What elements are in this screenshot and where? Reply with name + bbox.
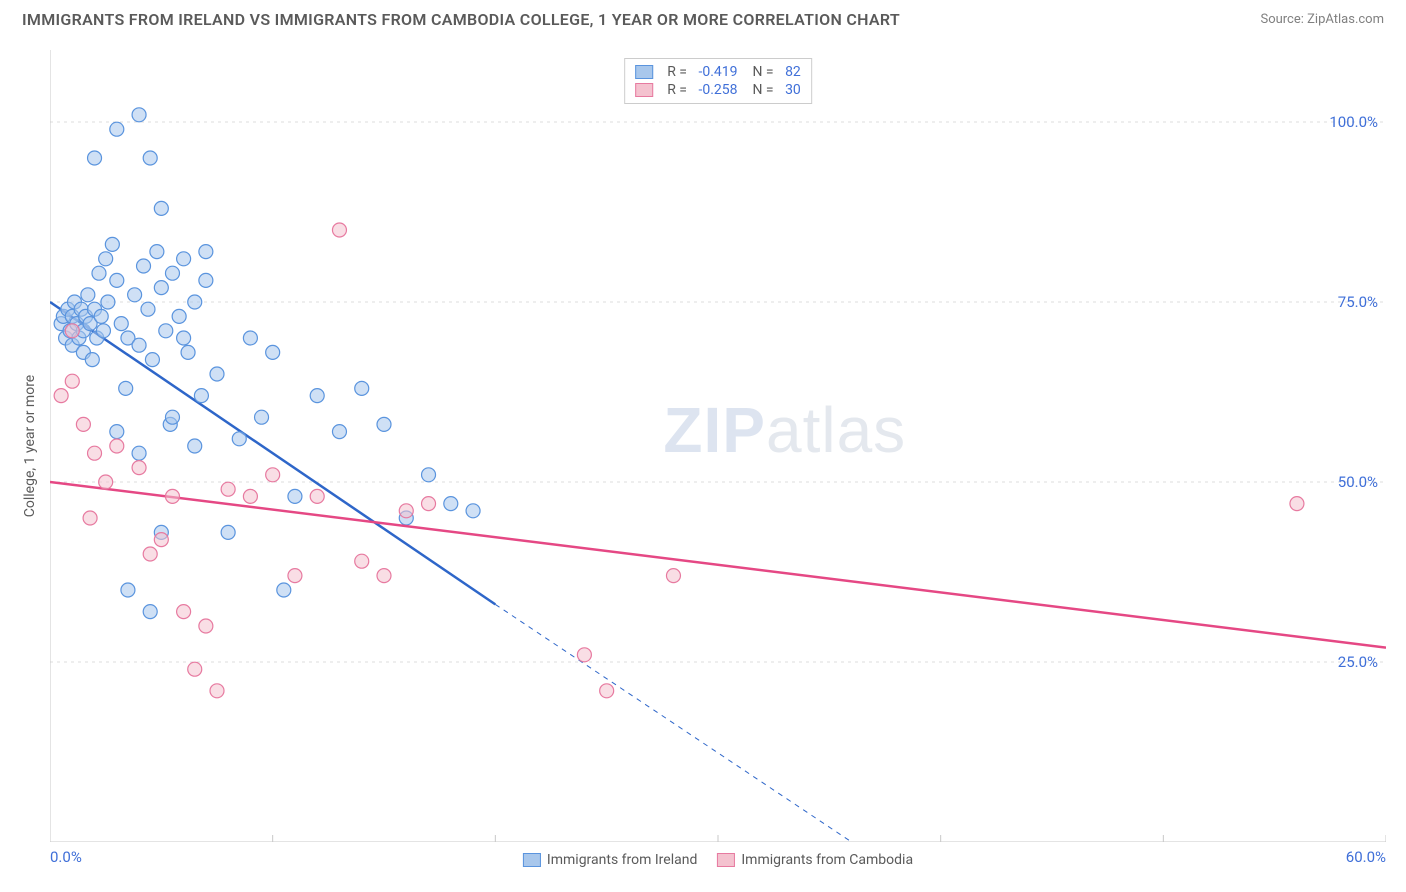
- y-tick-label: 50.0%: [1338, 473, 1378, 491]
- legend-r-label: R =: [667, 64, 690, 80]
- x-tick-label: 60.0%: [1346, 848, 1386, 866]
- chart-header: IMMIGRANTS FROM IRELAND VS IMMIGRANTS FR…: [0, 0, 1406, 34]
- y-tick-label: 100.0%: [1329, 113, 1378, 131]
- legend-n-value: 30: [785, 82, 801, 98]
- legend-swatch: [717, 853, 735, 867]
- legend-n-label: N =: [746, 64, 778, 80]
- correlation-legend: R = -0.419 N = 82R = -0.258 N = 30: [624, 58, 812, 104]
- legend-swatch: [523, 853, 541, 867]
- correlation-legend-row: R = -0.419 N = 82: [635, 63, 801, 81]
- series-legend: Immigrants from Ireland Immigrants from C…: [523, 852, 913, 868]
- series-legend-label: Immigrants from Ireland: [547, 852, 697, 868]
- series-legend-item: Immigrants from Cambodia: [717, 852, 913, 868]
- chart-container: College, 1 year or more ZIPatlas R = -0.…: [50, 50, 1386, 842]
- legend-swatch: [635, 83, 653, 97]
- legend-r-value: -0.419: [698, 64, 737, 80]
- source-attribution: Source: ZipAtlas.com: [1260, 12, 1384, 27]
- chart-title: IMMIGRANTS FROM IRELAND VS IMMIGRANTS FR…: [22, 10, 900, 29]
- scatter-plot: [50, 50, 1386, 842]
- y-axis-label: College, 1 year or more: [22, 375, 38, 517]
- x-tick-label: 0.0%: [50, 848, 82, 866]
- legend-swatch: [635, 65, 653, 79]
- y-tick-label: 25.0%: [1338, 653, 1378, 671]
- legend-r-label: R =: [667, 82, 690, 98]
- correlation-legend-row: R = -0.258 N = 30: [635, 81, 801, 99]
- series-legend-label: Immigrants from Cambodia: [741, 852, 913, 868]
- legend-n-value: 82: [785, 64, 801, 80]
- y-tick-label: 75.0%: [1338, 293, 1378, 311]
- series-legend-item: Immigrants from Ireland: [523, 852, 697, 868]
- legend-n-label: N =: [746, 82, 778, 98]
- legend-r-value: -0.258: [698, 82, 737, 98]
